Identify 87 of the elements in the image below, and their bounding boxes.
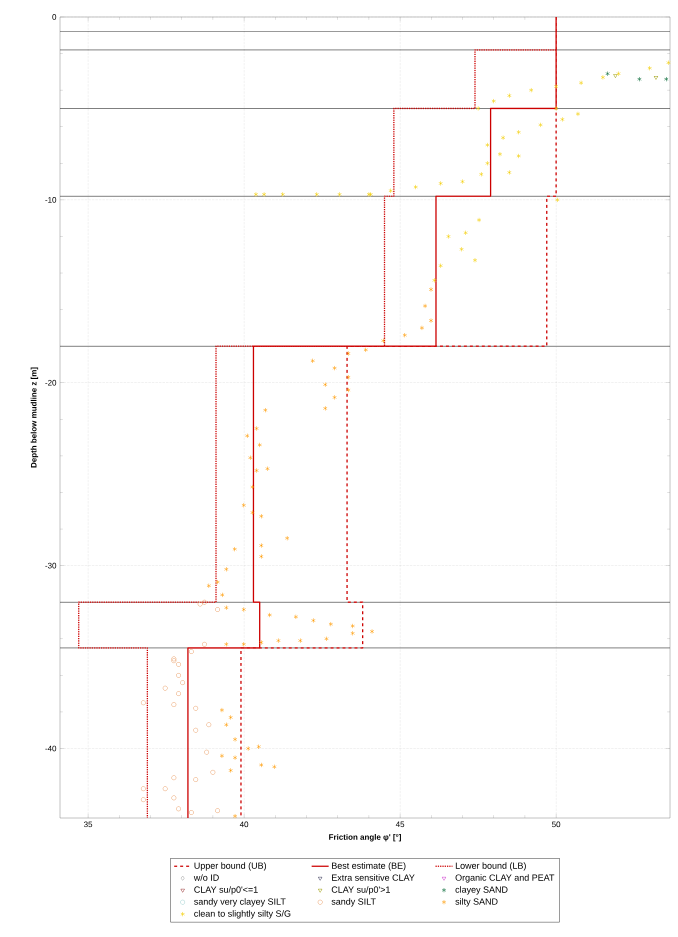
point (280, 192, 285, 197)
point (414, 184, 418, 190)
point (171, 656, 176, 662)
point (176, 662, 182, 667)
legend-label: clayey SAND (456, 886, 508, 895)
point (438, 263, 443, 268)
point (576, 111, 580, 116)
point (171, 702, 176, 708)
legend-label: Lower bound (LB) (456, 862, 526, 871)
point (664, 76, 668, 82)
point (648, 66, 652, 71)
point (215, 808, 220, 814)
point (438, 180, 443, 186)
legend-label: clean to slightly silty S/G (194, 910, 290, 918)
point (637, 76, 642, 82)
point (554, 84, 558, 89)
point (460, 179, 465, 184)
point (314, 192, 319, 197)
point (202, 642, 207, 647)
legend-label: CLAY su/p0'<=1 (194, 886, 258, 895)
point (500, 135, 506, 140)
point (616, 71, 621, 76)
point (472, 258, 478, 263)
point (171, 795, 176, 800)
point (180, 680, 186, 686)
legend-label: Extra sensitive CLAY (332, 874, 415, 881)
point (198, 602, 203, 606)
point (555, 197, 560, 202)
point (210, 770, 216, 775)
point (666, 60, 671, 66)
point (485, 160, 490, 166)
point (492, 98, 496, 104)
point (176, 691, 182, 696)
point (654, 76, 658, 80)
point (176, 806, 182, 812)
point (446, 234, 451, 239)
point (171, 658, 176, 664)
point (215, 607, 220, 612)
point (140, 797, 146, 802)
point (507, 170, 512, 175)
point (206, 722, 212, 728)
point (560, 116, 565, 122)
point (459, 246, 464, 252)
point (140, 700, 146, 706)
point (366, 192, 372, 197)
point (262, 192, 266, 197)
point (162, 686, 168, 691)
point (507, 93, 512, 98)
legend-label: sandy SILT (332, 898, 376, 907)
point (498, 152, 502, 157)
legend-label: silty SAND (455, 898, 498, 907)
legend-label: sandy very clayey SILT (194, 898, 286, 907)
point (485, 142, 490, 148)
legend-label: Best estimate (BE) (332, 862, 406, 871)
point (193, 777, 198, 782)
legend-label: Organic CLAY and PEAT (456, 874, 554, 883)
point (600, 74, 606, 80)
point (388, 188, 393, 194)
point (193, 728, 198, 733)
point (204, 750, 210, 755)
point (605, 71, 610, 76)
point (140, 786, 146, 792)
point (254, 192, 258, 197)
legend-label: CLAY su/p0'>1 (332, 886, 390, 895)
point (193, 706, 198, 711)
point (516, 154, 521, 158)
point (554, 106, 558, 111)
legend-label: Upper bound (UB) (194, 862, 266, 871)
point (463, 230, 468, 236)
point (529, 88, 534, 93)
point (538, 122, 543, 128)
point (476, 218, 482, 222)
point (176, 672, 182, 678)
point (188, 649, 194, 654)
point (476, 106, 480, 111)
point (516, 130, 521, 135)
point (613, 74, 618, 78)
point (188, 810, 194, 815)
point (578, 80, 584, 86)
point (368, 192, 373, 197)
point (479, 172, 484, 177)
legend-label: w/o ID (194, 874, 219, 881)
point (162, 786, 168, 792)
point (202, 600, 207, 605)
point (171, 775, 176, 780)
point (432, 278, 437, 283)
point (337, 192, 342, 197)
